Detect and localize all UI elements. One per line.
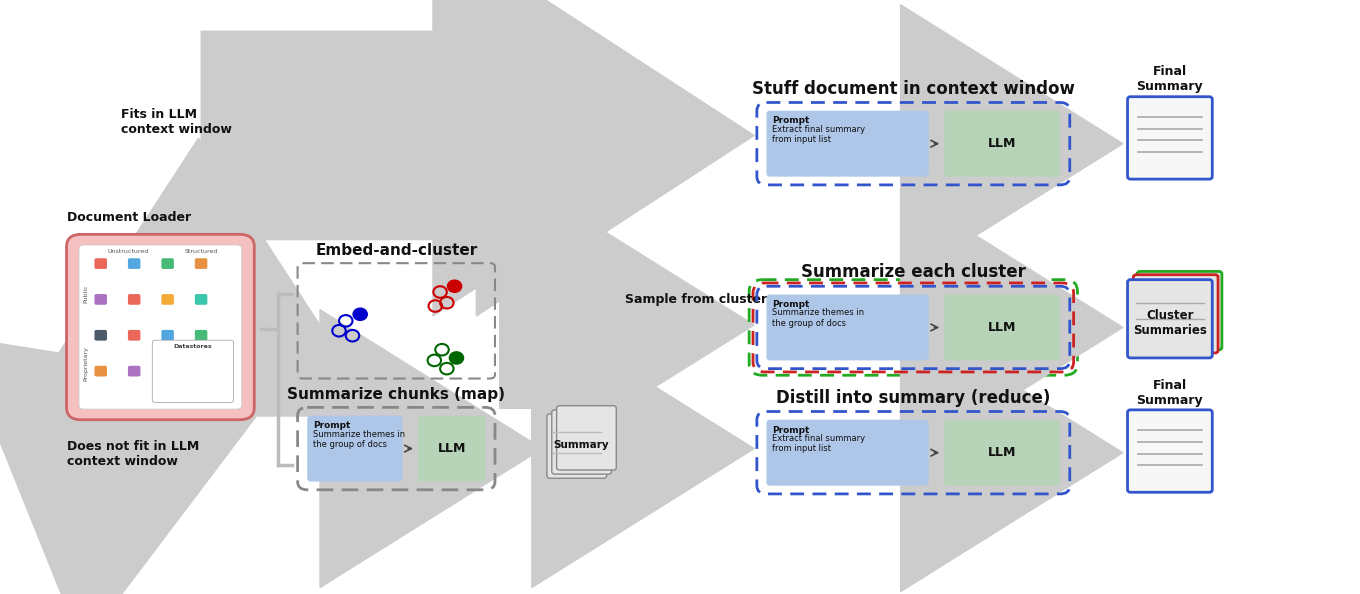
- FancyBboxPatch shape: [944, 295, 1061, 361]
- FancyBboxPatch shape: [194, 330, 207, 340]
- Text: Summarize each cluster: Summarize each cluster: [801, 263, 1025, 282]
- Text: Prompt: Prompt: [772, 116, 809, 125]
- Circle shape: [354, 308, 367, 320]
- FancyBboxPatch shape: [128, 258, 140, 269]
- FancyBboxPatch shape: [194, 294, 207, 305]
- FancyBboxPatch shape: [1127, 410, 1212, 492]
- FancyBboxPatch shape: [67, 234, 254, 420]
- Text: Prompt: Prompt: [772, 300, 809, 309]
- FancyBboxPatch shape: [162, 330, 174, 340]
- FancyBboxPatch shape: [556, 406, 616, 470]
- Text: Does not fit in LLM
context window: Does not fit in LLM context window: [67, 440, 199, 468]
- Text: Summarize themes in
the group of docs: Summarize themes in the group of docs: [313, 429, 405, 449]
- FancyBboxPatch shape: [767, 110, 929, 176]
- Text: Summarize chunks (map): Summarize chunks (map): [287, 387, 506, 403]
- Text: Prompt: Prompt: [313, 421, 351, 431]
- FancyBboxPatch shape: [767, 295, 929, 361]
- FancyBboxPatch shape: [767, 420, 929, 486]
- Text: Summarize themes in
the group of docs: Summarize themes in the group of docs: [772, 308, 865, 328]
- Text: Sample from clusters: Sample from clusters: [626, 293, 774, 306]
- FancyBboxPatch shape: [162, 366, 174, 377]
- Text: Stuff document in context window: Stuff document in context window: [752, 80, 1074, 97]
- Text: LLM: LLM: [987, 137, 1016, 150]
- FancyBboxPatch shape: [79, 245, 242, 409]
- FancyBboxPatch shape: [194, 258, 207, 269]
- FancyBboxPatch shape: [194, 366, 207, 377]
- Text: Extract final summary
from input list: Extract final summary from input list: [772, 125, 865, 144]
- FancyBboxPatch shape: [94, 330, 107, 340]
- Text: Final
Summary: Final Summary: [1137, 378, 1204, 406]
- Text: Prompt: Prompt: [772, 425, 809, 435]
- FancyBboxPatch shape: [307, 416, 403, 482]
- FancyBboxPatch shape: [162, 258, 174, 269]
- Text: Public: Public: [84, 285, 88, 304]
- FancyBboxPatch shape: [1127, 280, 1212, 358]
- Text: Structured: Structured: [185, 249, 218, 254]
- Text: Distill into summary (reduce): Distill into summary (reduce): [777, 388, 1050, 406]
- FancyBboxPatch shape: [128, 366, 140, 377]
- Text: Datastores: Datastores: [174, 345, 212, 349]
- FancyBboxPatch shape: [94, 294, 107, 305]
- FancyBboxPatch shape: [128, 330, 140, 340]
- Text: Document Loader: Document Loader: [67, 211, 190, 223]
- Text: Unstructured: Unstructured: [107, 249, 148, 254]
- Text: Fits in LLM
context window: Fits in LLM context window: [121, 108, 233, 136]
- FancyBboxPatch shape: [418, 416, 486, 482]
- Text: LLM: LLM: [438, 442, 465, 455]
- Circle shape: [450, 352, 464, 364]
- FancyBboxPatch shape: [162, 294, 174, 305]
- FancyBboxPatch shape: [944, 110, 1061, 176]
- Text: Extract final summary
from input list: Extract final summary from input list: [772, 434, 865, 453]
- FancyBboxPatch shape: [944, 420, 1061, 486]
- FancyBboxPatch shape: [128, 294, 140, 305]
- FancyBboxPatch shape: [94, 366, 107, 377]
- Text: Summary: Summary: [554, 440, 608, 450]
- Text: LLM: LLM: [987, 446, 1016, 459]
- Text: Final
Summary: Final Summary: [1137, 65, 1204, 93]
- FancyBboxPatch shape: [152, 340, 234, 403]
- FancyBboxPatch shape: [94, 258, 107, 269]
- Text: Proprietary: Proprietary: [84, 346, 88, 381]
- FancyBboxPatch shape: [1127, 97, 1212, 179]
- Circle shape: [447, 280, 461, 292]
- FancyBboxPatch shape: [552, 410, 612, 474]
- Text: Embed-and-cluster: Embed-and-cluster: [316, 243, 477, 258]
- FancyBboxPatch shape: [1137, 271, 1221, 350]
- FancyBboxPatch shape: [547, 414, 607, 478]
- Text: Cluster
Summaries: Cluster Summaries: [1133, 309, 1206, 337]
- FancyBboxPatch shape: [1133, 274, 1219, 353]
- Text: LLM: LLM: [987, 321, 1016, 334]
